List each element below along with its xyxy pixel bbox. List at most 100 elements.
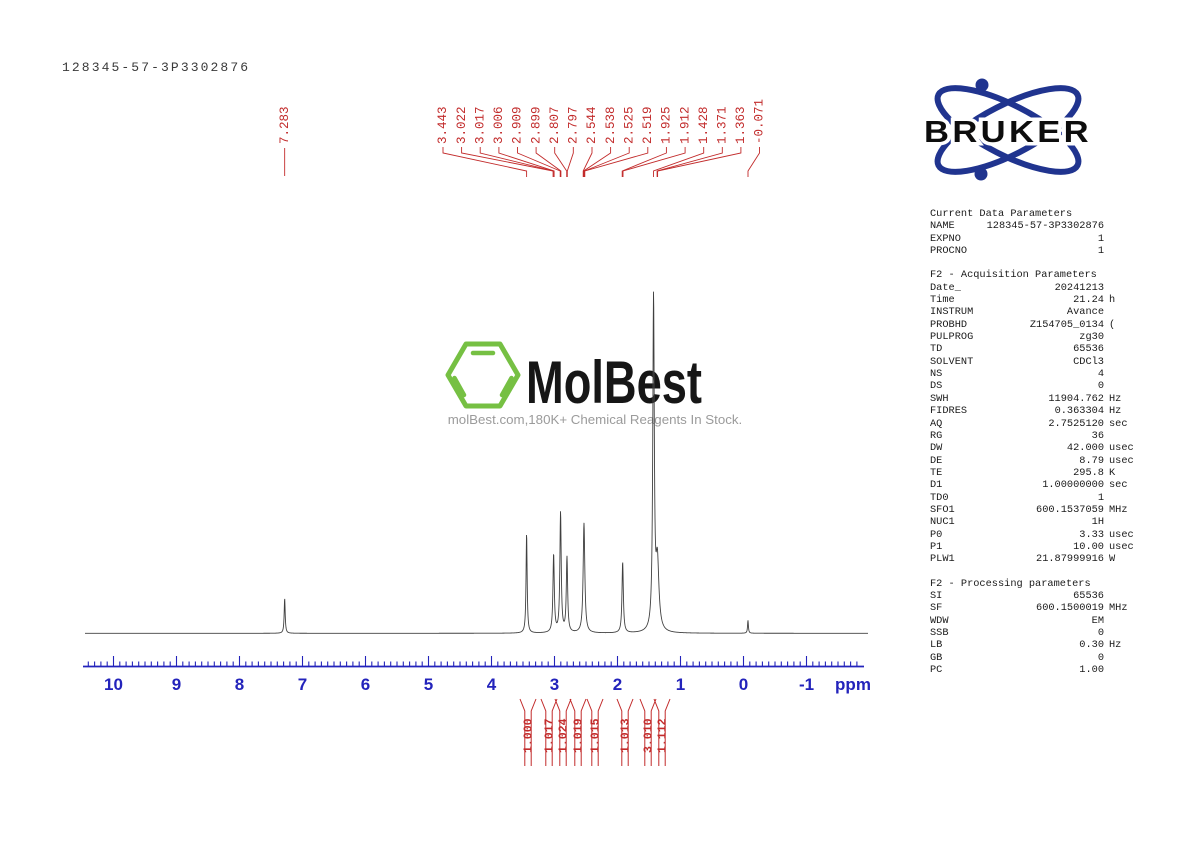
param-row: P0 3.33 usec <box>930 529 1142 541</box>
param-unit <box>1104 492 1142 504</box>
param-row: D1 1.00000000 sec <box>930 479 1142 491</box>
param-row: GB 0 <box>930 652 1142 664</box>
param-label: DS <box>930 380 943 393</box>
param-row: Date_ 20241213 <box>930 282 1142 294</box>
param-unit <box>1104 652 1142 664</box>
param-label: SF <box>930 602 943 615</box>
param-row: AQ 2.7525120 sec <box>930 418 1142 430</box>
peak-leader-line <box>657 147 742 177</box>
x-axis-unit-label: ppm <box>835 675 871 694</box>
integral-value-label: 1.000 <box>523 718 536 753</box>
integral-bracket <box>639 698 646 766</box>
param-label: D1 <box>930 479 943 492</box>
param-unit: K <box>1109 466 1116 479</box>
parameters-panel: Current Data Parameters NAME 128345-57-3P3… <box>930 208 1142 688</box>
peak-leader-line <box>584 147 649 177</box>
param-label: NAME <box>930 220 955 233</box>
integral-bracket <box>551 698 558 766</box>
peak-leader-line <box>621 147 667 177</box>
param-unit <box>1104 356 1142 368</box>
x-axis-tick-label: 3 <box>550 675 559 694</box>
param-row: LB 0.30 Hz <box>930 639 1142 651</box>
x-axis-tick-label: 6 <box>361 675 370 694</box>
param-label: INSTRUM <box>930 306 974 319</box>
param-unit <box>1104 331 1142 343</box>
x-axis-tick-label: 9 <box>172 675 181 694</box>
param-label: SFO1 <box>930 503 955 516</box>
peak-label: 1.371 <box>716 106 730 144</box>
param-value: zg30 <box>1079 331 1104 344</box>
param-value: 0.363304 <box>1054 405 1104 418</box>
peak-leader-line <box>566 147 574 177</box>
param-value: Avance <box>1066 306 1104 319</box>
peak-label: 2.544 <box>585 106 599 144</box>
bruker-logo: BRUKER <box>921 78 1093 181</box>
param-unit <box>1104 233 1142 245</box>
param-label: PLW1 <box>930 553 955 566</box>
integral-bracket <box>586 698 593 766</box>
peak-label: 2.797 <box>567 106 581 144</box>
x-axis-tick-label: 2 <box>613 675 622 694</box>
integral-bracket <box>565 698 572 766</box>
integral-bracket <box>530 698 537 766</box>
param-unit: W <box>1109 553 1116 566</box>
integral-bracket <box>597 698 604 766</box>
param-label: FIDRES <box>930 405 968 418</box>
param-value: 11904.762 <box>1048 392 1104 405</box>
param-unit <box>1104 516 1142 528</box>
param-row: SFO1 600.1537059 MHz <box>930 504 1142 516</box>
param-unit: sec <box>1109 417 1128 430</box>
integral-bracket <box>540 698 547 766</box>
peak-leader-line <box>583 147 612 177</box>
param-label: RG <box>930 429 943 442</box>
orbit-dot-icon <box>974 167 988 181</box>
param-value: 3.33 <box>1079 528 1104 541</box>
param-value: CDCl3 <box>1073 355 1104 368</box>
peak-leader-line <box>653 147 705 177</box>
integral-bracket <box>569 698 576 766</box>
x-axis-tick-label: 7 <box>298 675 307 694</box>
param-value: EM <box>1091 614 1104 627</box>
param-unit: h <box>1109 294 1116 307</box>
param-label: Time <box>930 294 955 307</box>
sample-id-title: 128345-57-3P3302876 <box>62 60 251 75</box>
param-unit: ( <box>1109 318 1116 331</box>
param-label: TD <box>930 343 943 356</box>
param-label: GB <box>930 651 943 664</box>
param-value: 0.30 <box>1079 639 1104 652</box>
param-unit <box>1104 282 1142 294</box>
param-label: SWH <box>930 392 949 405</box>
param-value: 36 <box>1091 429 1104 442</box>
param-value: 1 <box>1097 491 1104 504</box>
param-section: F2 - Processing parameters SI 65536 SF 600.1… <box>930 578 1142 677</box>
param-unit: MHz <box>1109 602 1128 615</box>
peak-label: 2.538 <box>604 106 618 144</box>
peak-leader-line <box>583 147 630 177</box>
param-label: P1 <box>930 540 943 553</box>
param-label: P0 <box>930 528 943 541</box>
x-axis-tick-label: -1 <box>799 675 814 694</box>
param-row: NS 4 <box>930 368 1142 380</box>
param-label: SOLVENT <box>930 355 974 368</box>
param-section-header: F2 - Acquisition Parameters <box>930 269 1097 282</box>
peak-leader-line <box>656 147 723 177</box>
peak-label: 2.899 <box>529 106 543 144</box>
param-value: 2.7525120 <box>1048 417 1104 430</box>
peak-label: 2.525 <box>622 106 636 144</box>
param-row: SSB 0 <box>930 627 1142 639</box>
param-value: 10.00 <box>1073 540 1104 553</box>
param-value: 0 <box>1097 380 1104 393</box>
param-section-header: Current Data Parameters <box>930 208 1073 220</box>
peak-leader-line <box>517 147 561 177</box>
benzene-hexagon-icon <box>445 341 521 409</box>
param-row: DE 8.79 usec <box>930 455 1142 467</box>
param-label: AQ <box>930 417 943 430</box>
integral-value-label: 1.015 <box>590 718 603 753</box>
param-unit <box>1104 430 1142 442</box>
integral-bracket <box>650 698 657 766</box>
peak-leader-line <box>554 147 568 177</box>
integral-bracket <box>554 698 561 766</box>
param-row: SWH 11904.762 Hz <box>930 393 1142 405</box>
param-label: LB <box>930 639 943 652</box>
integral-value-label: 1.013 <box>620 718 633 753</box>
